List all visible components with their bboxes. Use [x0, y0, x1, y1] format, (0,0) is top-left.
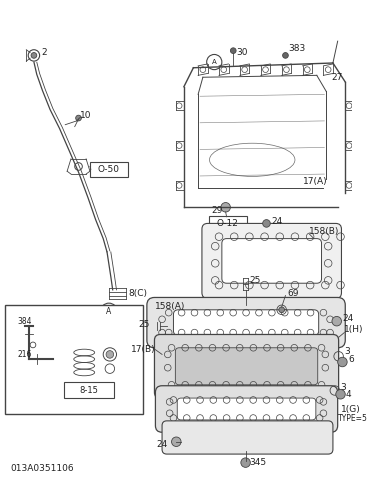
- Circle shape: [279, 307, 285, 312]
- Text: 384: 384: [18, 316, 32, 326]
- Text: 69: 69: [287, 289, 299, 298]
- Text: 013A0351106: 013A0351106: [10, 464, 74, 473]
- FancyBboxPatch shape: [154, 334, 339, 398]
- FancyBboxPatch shape: [209, 216, 246, 231]
- Circle shape: [332, 316, 342, 326]
- Text: 25: 25: [138, 320, 150, 328]
- Text: 216: 216: [18, 350, 32, 359]
- Circle shape: [106, 350, 114, 358]
- Circle shape: [241, 458, 250, 468]
- Text: 158(B): 158(B): [309, 226, 340, 235]
- Bar: [6, 305, 143, 414]
- FancyBboxPatch shape: [162, 421, 333, 454]
- Text: 8-15: 8-15: [80, 386, 98, 394]
- Text: 3: 3: [344, 347, 350, 356]
- FancyBboxPatch shape: [155, 386, 338, 432]
- Text: 158(A): 158(A): [155, 302, 186, 312]
- Text: 10: 10: [80, 110, 92, 120]
- Text: 1(G): 1(G): [340, 405, 360, 414]
- Text: 29: 29: [211, 206, 223, 214]
- Text: 24: 24: [342, 314, 354, 323]
- Text: 17(A): 17(A): [303, 177, 327, 186]
- FancyBboxPatch shape: [222, 238, 322, 283]
- Circle shape: [263, 220, 270, 227]
- Text: 2: 2: [41, 48, 47, 57]
- FancyBboxPatch shape: [174, 310, 319, 336]
- Text: 383: 383: [288, 44, 306, 54]
- Text: O-50: O-50: [98, 165, 120, 174]
- Text: 27: 27: [331, 72, 342, 82]
- FancyBboxPatch shape: [147, 298, 345, 348]
- Text: 1(H): 1(H): [344, 325, 364, 334]
- FancyBboxPatch shape: [202, 224, 342, 298]
- Text: 17(B): 17(B): [131, 345, 155, 354]
- Text: 3: 3: [340, 383, 346, 392]
- Text: O-12: O-12: [216, 219, 239, 228]
- Circle shape: [76, 115, 81, 121]
- Text: A: A: [212, 59, 217, 65]
- Text: 345: 345: [249, 458, 266, 467]
- Circle shape: [221, 202, 231, 212]
- Circle shape: [172, 437, 181, 446]
- Text: 24: 24: [157, 440, 168, 449]
- Text: 30: 30: [236, 48, 248, 57]
- Text: TYPE=5: TYPE=5: [338, 414, 367, 424]
- Text: 4: 4: [345, 390, 351, 399]
- FancyBboxPatch shape: [64, 382, 114, 398]
- Circle shape: [338, 358, 347, 367]
- Circle shape: [283, 52, 288, 59]
- Circle shape: [336, 390, 345, 399]
- Circle shape: [231, 48, 236, 54]
- FancyBboxPatch shape: [90, 162, 128, 177]
- Text: 6: 6: [348, 354, 354, 364]
- Circle shape: [31, 52, 37, 59]
- Text: 24: 24: [271, 217, 282, 226]
- Text: 8(C): 8(C): [128, 289, 147, 298]
- Text: 25: 25: [249, 276, 261, 285]
- FancyBboxPatch shape: [177, 398, 316, 420]
- Text: A: A: [106, 307, 111, 316]
- FancyBboxPatch shape: [175, 348, 318, 385]
